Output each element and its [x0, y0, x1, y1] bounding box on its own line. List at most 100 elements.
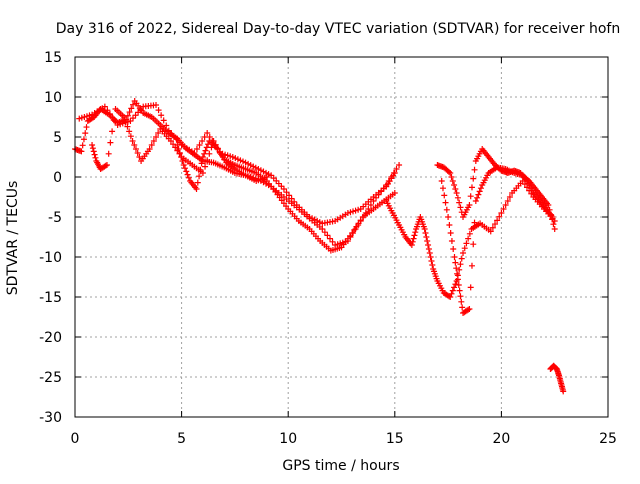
data-point-marker — [496, 213, 503, 220]
data-point-marker — [423, 234, 430, 240]
data-point-marker — [447, 294, 454, 300]
x-tick-label: 25 — [599, 431, 617, 447]
data-point-marker — [465, 306, 472, 313]
y-tick-label: 15 — [44, 50, 62, 66]
series-track-3 — [89, 106, 398, 254]
data-point-marker — [110, 117, 117, 124]
data-point-marker — [183, 168, 190, 175]
data-point-marker — [182, 165, 189, 172]
data-point-marker — [458, 298, 465, 305]
y-tick-label: -20 — [39, 330, 62, 346]
data-point-marker — [201, 150, 208, 157]
data-point-marker — [196, 173, 203, 180]
data-point-marker — [101, 103, 108, 110]
data-point-marker — [286, 192, 293, 199]
data-point-marker — [470, 175, 477, 182]
data-point-marker — [449, 287, 456, 294]
data-point-marker — [457, 261, 464, 268]
data-point-marker — [468, 184, 475, 191]
data-point-marker — [155, 107, 162, 114]
data-point-marker — [472, 198, 479, 204]
data-point-marker — [456, 199, 463, 206]
data-point-marker — [457, 204, 464, 211]
data-point-marker — [443, 206, 450, 213]
data-point-marker — [103, 162, 110, 168]
data-point-marker — [450, 246, 457, 252]
data-point-marker — [170, 141, 177, 148]
data-point-marker — [349, 230, 356, 236]
data-point-marker — [551, 226, 558, 232]
data-point-marker — [107, 139, 114, 146]
data-point-marker — [280, 186, 287, 192]
data-point-marker — [445, 214, 452, 220]
data-point-marker — [89, 142, 96, 148]
data-point-marker — [82, 130, 89, 137]
data-point-marker — [492, 221, 499, 228]
data-point-marker — [428, 258, 435, 264]
data-point-marker — [391, 190, 398, 196]
data-point-marker — [201, 134, 208, 140]
y-tick-label: -25 — [39, 370, 62, 386]
data-point-marker — [448, 174, 455, 180]
data-point-marker — [449, 178, 456, 184]
data-point-marker — [550, 221, 557, 228]
data-point-marker — [351, 226, 358, 233]
data-point-marker — [476, 188, 483, 195]
data-point-marker — [204, 157, 211, 164]
data-point-marker — [174, 142, 181, 148]
data-point-marker — [439, 185, 446, 192]
data-point-marker — [91, 151, 98, 158]
data-point-marker — [126, 109, 133, 116]
data-point-marker — [122, 118, 129, 125]
data-point-marker — [146, 146, 153, 152]
data-point-marker — [80, 136, 87, 143]
data-point-marker — [78, 148, 85, 155]
chart-title: Day 316 of 2022, Sidereal Day-to-day VTE… — [56, 21, 620, 37]
data-point-marker — [180, 162, 187, 168]
data-point-marker — [471, 166, 478, 173]
data-point-marker — [452, 186, 459, 192]
data-point-marker — [461, 245, 468, 252]
data-point-marker — [193, 186, 200, 192]
data-point-marker — [90, 148, 97, 155]
data-point-marker — [429, 262, 436, 268]
grid-layer — [75, 57, 608, 417]
data-point-marker — [396, 162, 403, 168]
data-point-marker — [471, 219, 478, 226]
data-point-marker — [421, 226, 428, 232]
data-point-marker — [153, 102, 160, 108]
data-point-marker — [79, 142, 86, 149]
y-tick-label: -5 — [48, 210, 62, 226]
data-point-marker — [424, 238, 431, 244]
data-point-marker — [367, 202, 374, 208]
data-point-marker — [560, 388, 567, 395]
data-point-marker — [129, 138, 136, 144]
data-point-marker — [422, 230, 429, 236]
data-point-marker — [452, 259, 459, 266]
data-point-marker — [321, 229, 328, 236]
data-point-marker — [131, 142, 138, 148]
x-tick-label: 20 — [492, 431, 510, 447]
data-point-marker — [425, 246, 432, 252]
data-point-marker — [199, 170, 206, 176]
data-point-marker — [112, 118, 119, 125]
data-point-marker — [500, 206, 507, 212]
data-point-marker — [448, 290, 455, 297]
data-point-marker — [184, 171, 191, 178]
y-tick-label: 10 — [44, 90, 62, 106]
data-point-marker — [129, 101, 136, 108]
data-point-marker — [441, 192, 448, 199]
data-point-marker — [549, 216, 556, 223]
data-point-marker — [506, 194, 513, 200]
data-point-marker — [452, 281, 459, 288]
x-tick-label: 10 — [279, 431, 297, 447]
data-point-marker — [454, 194, 461, 201]
data-point-marker — [160, 117, 167, 124]
data-point-marker — [126, 128, 133, 135]
data-point-marker — [263, 174, 270, 180]
data-point-marker — [454, 276, 461, 283]
data-point-marker — [438, 178, 445, 184]
data-point-marker — [329, 238, 336, 245]
series-track-6 — [434, 146, 556, 220]
